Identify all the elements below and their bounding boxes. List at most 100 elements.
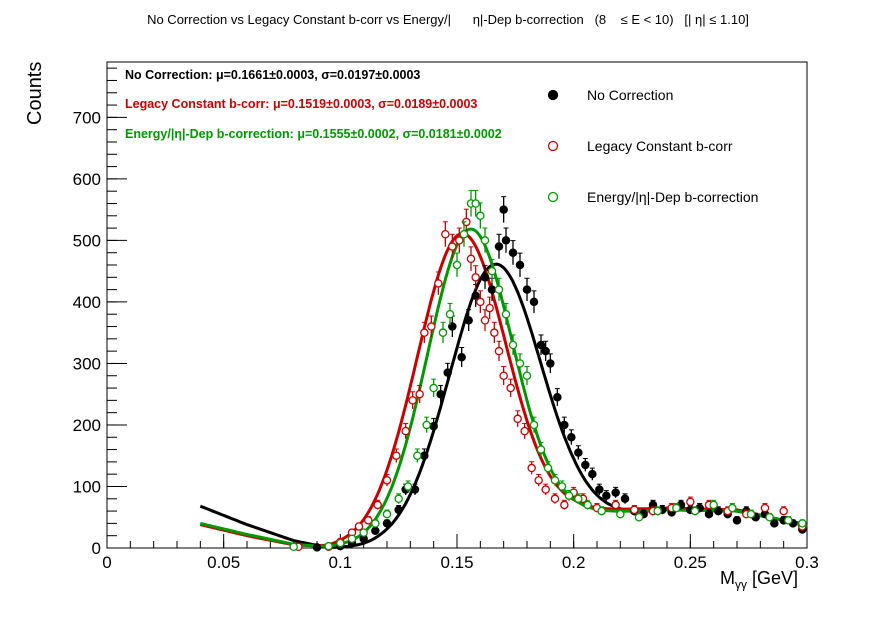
data-point	[480, 273, 490, 282]
data-point	[543, 463, 553, 473]
data-point	[364, 516, 373, 525]
data-point	[765, 512, 774, 522]
data-point	[672, 503, 681, 513]
fit-curve-2	[199, 227, 808, 548]
data-point	[455, 236, 464, 245]
legend-label-no-correction: No Correction	[587, 87, 674, 103]
data-point	[324, 541, 333, 551]
data-point	[501, 236, 511, 245]
data-point	[382, 519, 392, 528]
x-tick-label: 0.15	[440, 553, 473, 572]
data-point	[490, 328, 499, 337]
legend-label-energy-eta: Energy/|η|-Dep b-correction	[587, 189, 759, 205]
x-tick-label: 0.2	[562, 553, 586, 572]
data-point	[422, 420, 431, 430]
data-point	[574, 448, 583, 457]
data-point	[630, 505, 639, 515]
data-point	[690, 506, 700, 516]
x-tick-label: 0.25	[674, 553, 707, 572]
x-tick-label: 0.3	[795, 553, 819, 572]
data-point	[371, 526, 380, 536]
data-point	[371, 519, 380, 528]
stat-energy-eta-dep: Energy/|η|-Dep b-correction: μ=0.1555±0.…	[125, 127, 502, 141]
data-point	[457, 353, 466, 362]
data-point	[420, 328, 429, 337]
data-point	[704, 509, 714, 519]
data-point	[480, 316, 490, 325]
data-point	[770, 519, 779, 528]
data-point	[634, 512, 644, 522]
data-point	[520, 426, 529, 436]
data-point	[392, 451, 401, 460]
data-point	[732, 516, 742, 525]
data-point	[427, 322, 436, 331]
data-point	[541, 346, 550, 356]
y-tick-label: 0	[92, 539, 101, 558]
legend-marker	[547, 89, 559, 101]
data-point	[394, 494, 403, 504]
data-point	[476, 297, 485, 307]
data-point	[394, 505, 403, 515]
data-point	[515, 260, 525, 270]
data-point	[550, 476, 560, 485]
data-point	[445, 309, 455, 319]
data-point	[581, 460, 590, 470]
legend-label-legacy: Legacy Constant b-corr	[587, 138, 733, 154]
data-point	[373, 500, 382, 510]
x-tick-label: 0.05	[207, 553, 240, 572]
data-point	[522, 371, 532, 380]
data-point	[410, 485, 420, 494]
data-point	[438, 328, 448, 337]
data-point	[485, 303, 494, 313]
y-tick-label: 500	[73, 231, 101, 250]
data-point	[471, 199, 480, 208]
data-point	[494, 242, 504, 251]
y-tick-label: 100	[73, 477, 101, 496]
data-point	[459, 230, 469, 239]
y-tick-label: 300	[73, 354, 101, 373]
data-point	[436, 389, 445, 399]
data-point	[499, 371, 508, 380]
y-tick-label: 600	[73, 170, 101, 189]
data-point	[312, 543, 322, 552]
data-point	[508, 248, 518, 257]
data-point	[553, 393, 562, 402]
data-point	[515, 359, 525, 368]
data-point	[653, 506, 662, 516]
data-point	[583, 500, 592, 510]
data-point	[354, 522, 364, 531]
data-point	[471, 291, 480, 301]
data-point	[359, 528, 368, 537]
data-point	[434, 279, 443, 288]
data-point	[597, 506, 606, 516]
data-point	[536, 445, 546, 454]
data-point	[408, 396, 417, 405]
data-point	[499, 205, 508, 214]
data-point	[513, 414, 522, 424]
data-point	[686, 497, 695, 507]
data-point	[527, 463, 536, 473]
data-point	[529, 420, 539, 430]
data-point	[403, 482, 413, 491]
data-point	[476, 211, 485, 221]
data-point	[382, 476, 392, 485]
data-point	[709, 500, 718, 510]
x-axis-label: MγγMγγ [GeV] [GeV]	[720, 568, 799, 592]
y-axis-label: Counts	[24, 61, 46, 125]
data-point	[471, 273, 480, 282]
y-tick-label: 400	[73, 293, 101, 312]
data-point	[347, 534, 357, 544]
data-point	[567, 433, 576, 442]
y-tick-label: 200	[73, 416, 101, 435]
legend-marker	[547, 191, 559, 203]
x-tick-label: 0.1	[329, 553, 353, 572]
stat-no-correction: No Correction: μ=0.1661±0.0003, σ=0.0197…	[125, 68, 421, 82]
data-point	[464, 316, 473, 325]
data-point	[336, 538, 345, 548]
data-point	[611, 500, 620, 510]
data-point	[541, 485, 550, 494]
data-point	[494, 346, 504, 356]
data-point	[429, 421, 438, 431]
data-point	[557, 482, 567, 491]
